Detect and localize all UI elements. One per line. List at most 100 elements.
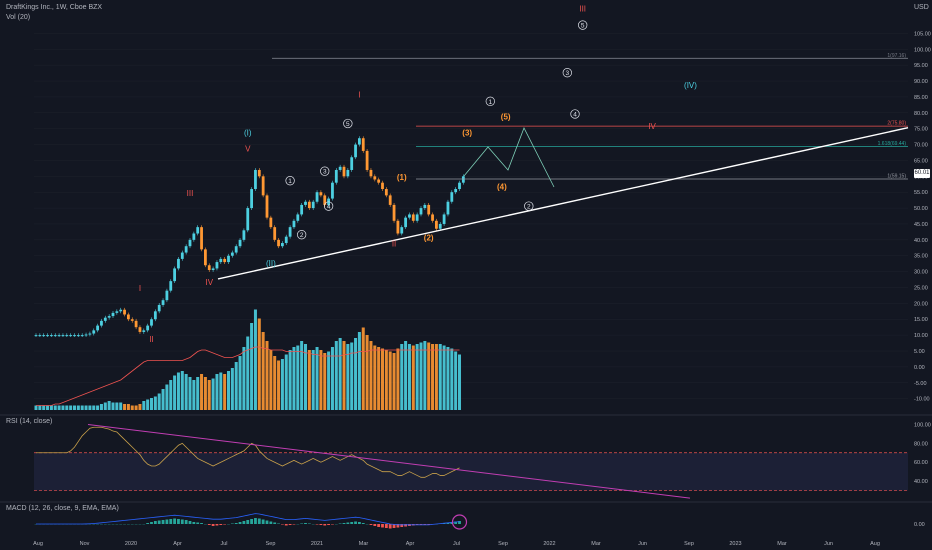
fib-level-label: 1(97.16) <box>887 53 906 59</box>
candle-body <box>319 192 323 196</box>
volume-bar <box>396 348 400 410</box>
macd-pane: 0.00 <box>0 501 932 530</box>
wave-label: IV <box>205 278 213 287</box>
macd-histogram-bar <box>454 521 458 524</box>
candle-body <box>119 309 123 312</box>
volume-bar <box>119 402 123 410</box>
price-tick-label: 45.00 <box>914 222 928 228</box>
volume-bar <box>80 405 84 410</box>
price-tick-label: 65.00 <box>914 158 928 164</box>
volume-bar <box>330 347 334 410</box>
volume-bar <box>73 405 76 410</box>
volume-bar <box>407 344 411 410</box>
volume-bar <box>150 398 153 410</box>
volume-bar <box>38 405 42 410</box>
macd-histogram-bar <box>369 524 373 525</box>
wave-label: II <box>392 240 396 249</box>
candle-body <box>211 268 215 271</box>
time-tick-label: Mar <box>359 541 369 547</box>
wave-label: I <box>139 284 141 293</box>
candle-body <box>392 204 396 221</box>
macd-indicator-label: MACD (12, 26, close, 9, EMA, EMA) <box>6 505 119 512</box>
volume-bar <box>392 353 396 410</box>
volume-bar <box>219 372 223 410</box>
volume-bar <box>365 335 369 410</box>
candle-body <box>277 239 280 247</box>
macd-line <box>36 513 460 526</box>
volume-bar <box>173 375 177 410</box>
price-tick-label: 35.00 <box>914 254 928 260</box>
candle-body <box>153 311 157 320</box>
rsi-indicator-label: RSI (14, close) <box>6 418 53 425</box>
volume-bar <box>427 342 431 410</box>
volume-bar <box>350 342 354 410</box>
candle-body <box>157 304 161 312</box>
wave-circle <box>320 166 330 176</box>
candle-body <box>454 189 458 193</box>
volume-bar <box>273 356 277 410</box>
macd-histogram-bar <box>323 524 327 526</box>
last-price-tag: 60.01 <box>914 169 930 178</box>
candle-body <box>257 169 261 177</box>
macd-histogram-bar <box>169 519 173 524</box>
volume-bar <box>196 377 200 410</box>
macd-histogram-bar <box>254 518 257 524</box>
time-tick-label: Apr <box>406 541 415 547</box>
volume-bar <box>284 354 288 410</box>
candle-body <box>431 214 434 221</box>
candle-body <box>107 316 111 318</box>
wave-label: III <box>187 189 194 198</box>
macd-histogram-bar <box>338 523 342 524</box>
macd-histogram-bar <box>215 524 219 526</box>
macd-histogram-bar <box>300 523 304 524</box>
macd-histogram-bar <box>458 521 461 524</box>
volume-bar <box>103 402 107 410</box>
candle-body <box>173 268 176 282</box>
candle-body <box>184 246 188 253</box>
price-tick-label: 55.00 <box>914 190 928 196</box>
candle-body <box>219 258 223 263</box>
price-tick-label: 20.00 <box>914 301 928 307</box>
macd-histogram-bar <box>234 523 238 524</box>
fib-level-label: 1.618(69.44) <box>878 141 907 147</box>
volume-bar <box>34 405 38 410</box>
candle-body <box>111 312 115 317</box>
time-tick-label: Sep <box>498 541 508 547</box>
volume-bar <box>327 351 331 410</box>
price-tick-label: 105.00 <box>914 31 931 37</box>
volume-bar <box>361 327 365 410</box>
volume-bar <box>42 405 46 410</box>
macd-tick-label: 0.00 <box>914 522 925 528</box>
macd-histogram-bar <box>153 521 157 524</box>
macd-histogram-bar <box>373 524 377 526</box>
candle-body <box>46 335 49 337</box>
macd-histogram-bar <box>180 519 184 524</box>
volume-bar <box>157 393 161 410</box>
chart-title: DraftKings Inc., 1W, Cboe BZX <box>6 4 103 11</box>
wave-label: (2) <box>424 233 434 242</box>
volume-bar <box>65 405 69 410</box>
candle-body <box>292 220 296 228</box>
macd-histogram-bar <box>346 522 350 524</box>
candle-body <box>34 335 38 337</box>
candle-body <box>408 214 411 218</box>
wave-circle <box>524 201 534 211</box>
macd-histogram-bar <box>230 523 234 524</box>
volume-bar <box>373 345 377 410</box>
volume-bar <box>76 405 80 410</box>
wave-circle <box>578 20 588 30</box>
macd-histogram-bar <box>315 524 319 525</box>
wave-label: 5 <box>346 121 350 128</box>
macd-histogram-bar <box>288 524 292 525</box>
candle-body <box>396 220 400 234</box>
volume-bar <box>46 405 50 410</box>
volume-bar <box>176 372 180 410</box>
macd-histogram-bar <box>261 519 265 524</box>
macd-histogram-bar <box>388 524 392 529</box>
volume-bar <box>434 344 438 410</box>
macd-histogram-bar <box>450 522 454 524</box>
volume-bar <box>246 336 250 410</box>
volume-bar <box>234 362 238 410</box>
volume-bar <box>357 332 361 410</box>
volume-bar <box>203 377 207 410</box>
